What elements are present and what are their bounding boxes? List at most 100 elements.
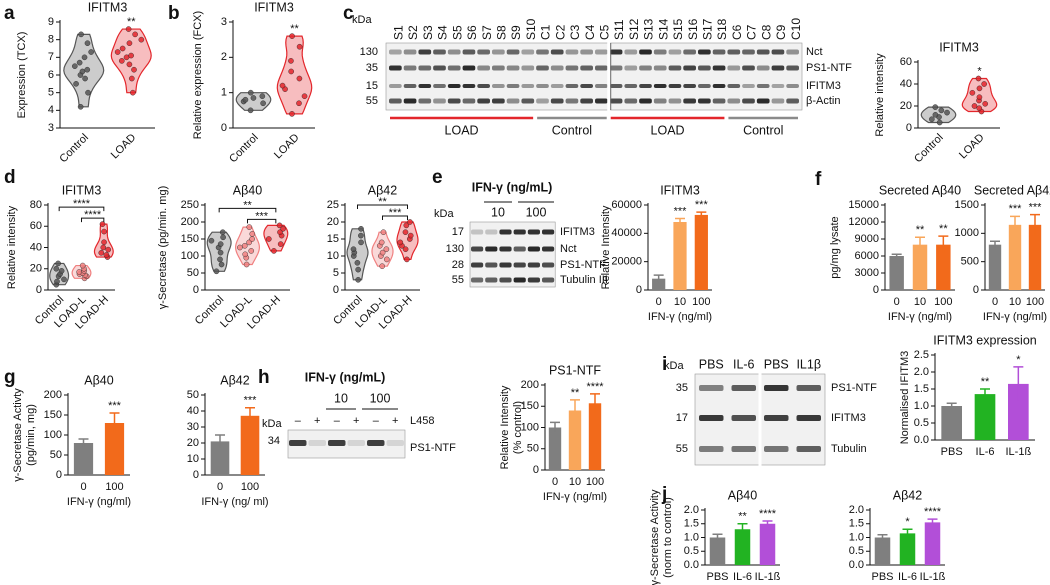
blot-band — [712, 98, 726, 104]
panel-label: i — [662, 354, 667, 375]
data-point — [58, 268, 65, 274]
row-label: Nct — [560, 243, 577, 255]
data-point — [403, 222, 410, 229]
x-tick-label: 100 — [1026, 296, 1044, 308]
bar — [652, 278, 666, 290]
data-point — [72, 63, 78, 69]
data-point — [976, 94, 983, 100]
blot-band — [492, 84, 505, 88]
data-point — [296, 100, 302, 107]
lane-label: S11 — [612, 19, 626, 40]
bar — [974, 394, 996, 440]
bar — [936, 244, 951, 290]
y-tick-label: 1.0 — [684, 531, 699, 543]
bracket — [357, 204, 408, 209]
x-tick-label: PBS — [941, 446, 963, 458]
kda-marker: 35 — [676, 382, 688, 394]
lane-label: C8 — [759, 24, 773, 40]
lane-label: S14 — [656, 18, 670, 40]
y-tick-label: 0 — [56, 469, 62, 481]
lane-label: – — [334, 415, 341, 427]
data-point — [976, 85, 983, 92]
error-bar — [902, 528, 913, 538]
y-tick-label: 20 — [187, 437, 199, 449]
blot-band — [499, 277, 512, 283]
y-tick-label: 50 — [527, 443, 539, 455]
blot-band — [403, 65, 417, 71]
kda-marker: 130 — [360, 46, 378, 58]
blot-band — [521, 49, 535, 55]
row-label: Tubulin III — [560, 274, 608, 286]
blot-band — [403, 49, 417, 55]
data-point — [242, 251, 249, 258]
data-point — [88, 49, 94, 55]
y-axis-label: Relative intensity — [6, 205, 18, 289]
group-label: Control — [743, 123, 783, 137]
data-point — [126, 61, 133, 68]
blot-band — [485, 262, 498, 268]
significance: **** — [759, 508, 777, 520]
row-label: IFITM3 — [831, 412, 866, 424]
blot-band — [506, 98, 520, 104]
data-point — [53, 265, 60, 272]
bracket — [81, 217, 105, 223]
significance: ** — [127, 16, 136, 28]
blot-band — [506, 65, 520, 71]
y-tick-label: 2.0 — [849, 504, 864, 516]
x-tick-label: Control — [227, 132, 261, 166]
blot-band — [389, 65, 402, 71]
data-point — [241, 242, 248, 249]
y-tick-label: 6000 — [855, 250, 879, 262]
blot-band — [712, 49, 726, 55]
blot-band — [433, 98, 446, 104]
data-point — [243, 261, 250, 268]
blot-band — [699, 415, 724, 421]
panel-label: a — [4, 3, 15, 24]
data-point — [288, 58, 294, 64]
blot-band — [565, 65, 579, 71]
y-tick-label: 1.0 — [914, 400, 929, 412]
blot-band — [492, 98, 505, 104]
y-tick-label: 40 — [900, 78, 912, 90]
lane-label: S1 — [392, 25, 406, 40]
error-bar — [712, 533, 723, 541]
y-tick-label: 50 — [187, 267, 199, 279]
data-point — [296, 43, 303, 50]
data-point — [132, 31, 138, 38]
data-point — [76, 269, 82, 275]
y-tick-label: 60 — [900, 56, 912, 68]
error-bar — [109, 412, 120, 433]
data-point — [77, 104, 84, 110]
bar — [1028, 224, 1042, 290]
blot-band — [595, 49, 608, 55]
data-point — [54, 278, 60, 285]
panel-label: h — [258, 367, 270, 388]
blot-band — [624, 84, 638, 88]
x-tick-label: IL-6 — [976, 446, 995, 458]
y-tick-label: 150 — [181, 233, 199, 245]
data-point — [407, 232, 414, 239]
y-tick-label: 100 — [521, 421, 539, 433]
blot-band — [521, 65, 535, 71]
blot-band — [485, 246, 498, 252]
lane-label: S6 — [465, 25, 479, 40]
x-tick-label: IL-1ß — [1005, 446, 1031, 458]
blot-band — [712, 65, 726, 71]
x-tick-label: 100 — [934, 296, 952, 308]
y-tick-label: 20000 — [611, 256, 642, 268]
blot-band — [609, 49, 623, 55]
blot-band — [403, 98, 417, 104]
lane-label: S5 — [450, 25, 464, 40]
y-axis-label: Relative Intensity — [600, 205, 612, 289]
blot-label: kDa — [434, 208, 454, 220]
lane-label: S15 — [671, 18, 685, 40]
lane-label: IL1β — [796, 357, 821, 371]
y-axis-label: (norm to control) — [662, 497, 674, 578]
blot-band — [328, 440, 346, 446]
error-bar — [245, 407, 255, 424]
bar — [734, 529, 751, 565]
blot-band — [698, 98, 711, 104]
dose-label: 10 — [334, 391, 348, 405]
violin — [276, 35, 313, 115]
